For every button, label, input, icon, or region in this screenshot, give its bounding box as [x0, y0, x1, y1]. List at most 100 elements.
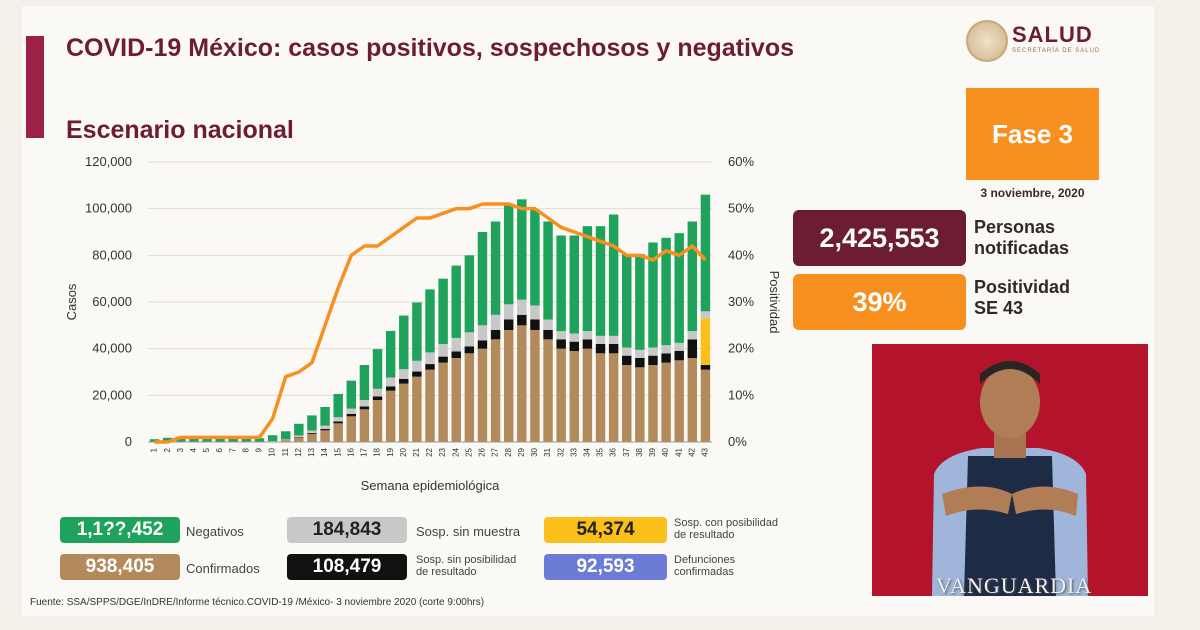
bar-segment [700, 311, 711, 319]
bar-segment [687, 331, 698, 340]
bar-segment [674, 360, 684, 442]
x-tick-label: 11 [281, 447, 290, 456]
x-tick-label: 36 [609, 447, 618, 456]
y-axis-label: Casos [64, 283, 79, 320]
bar-segment [687, 339, 698, 358]
bar-segment [674, 233, 684, 343]
accent-bar [26, 36, 44, 138]
bar-segment [595, 353, 606, 442]
bar-segment [176, 436, 186, 442]
bar-segment [543, 221, 553, 320]
y2-tick-label: 10% [728, 387, 754, 402]
bar-segment [307, 415, 317, 431]
bar-segment [635, 367, 645, 442]
bar-segment [543, 319, 553, 330]
bar-segment [477, 325, 488, 341]
bar-segment [412, 302, 422, 361]
bar-segment [320, 428, 330, 431]
x-tick-label: 13 [307, 447, 316, 456]
bar-segment [687, 221, 698, 332]
x-tick-label: 27 [491, 447, 500, 456]
bar-segment [307, 430, 317, 433]
x-tick-label: 26 [478, 447, 487, 456]
bar-segment [333, 393, 343, 418]
bar-segment [346, 414, 357, 417]
bar-segment [622, 355, 632, 365]
legend-con-posibilidad-label: Sosp. con posibilidad de resultado [674, 517, 778, 541]
bar-segment [595, 226, 606, 336]
kpi-notified-label-2: notificadas [974, 238, 1070, 258]
bar-segment [517, 199, 527, 300]
bar-segment [385, 386, 396, 391]
source-note: Fuente: SSA/SPPS/DGE/InDRE/Informe técni… [30, 597, 485, 608]
legend-con-posibilidad-value: 54,374 [544, 517, 667, 543]
bar-segment [438, 344, 448, 357]
bar-segment [294, 437, 304, 442]
coat-of-arms-icon [966, 20, 1008, 62]
bar-segment [569, 235, 580, 334]
bar-segment [162, 437, 173, 442]
bar-segment [477, 348, 488, 442]
salud-logo: SALUD SECRETARÍA DE SALUD [966, 20, 1106, 66]
y-tick-label: 0 [125, 434, 132, 449]
x-tick-label: 1 [150, 447, 159, 452]
x-tick-label: 25 [464, 447, 473, 456]
bar-segment [503, 204, 514, 305]
bar-segment [687, 358, 698, 442]
bar-segment [622, 254, 632, 348]
bar-segment [385, 377, 396, 387]
bar-segment [215, 437, 225, 442]
legend-con-posibilidad-label-2: de resultado [674, 529, 735, 541]
bar-segment [622, 347, 632, 356]
x-tick-label: 4 [189, 447, 198, 452]
bar-segment [556, 339, 566, 349]
bar-segment [425, 369, 435, 442]
bar-segment [372, 400, 383, 442]
x-tick-label: 29 [517, 447, 526, 456]
bar-segment [359, 409, 370, 442]
y-tick-label: 100,000 [85, 201, 132, 216]
bar-segment [517, 325, 527, 442]
y-tick-label: 120,000 [85, 154, 132, 169]
bar-segment [425, 289, 435, 353]
y2-tick-label: 0% [728, 434, 747, 449]
bar-segment [530, 330, 540, 442]
x-tick-label: 9 [255, 447, 264, 452]
x-tick-label: 24 [451, 447, 460, 456]
x-tick-label: 40 [661, 447, 670, 456]
legend-negativos-label: Negativos [186, 524, 244, 539]
bar-segment [346, 408, 357, 414]
x-tick-label: 30 [530, 447, 539, 456]
bar-segment [477, 232, 488, 326]
bar-segment [438, 278, 448, 344]
bar-segment [700, 369, 711, 442]
x-tick-label: 7 [228, 447, 237, 452]
bar-segment [622, 365, 632, 442]
legend-defunciones-label-2: confirmadas [674, 566, 734, 578]
x-tick-label: 33 [569, 447, 578, 456]
x-tick-label: 18 [373, 447, 382, 456]
bar-segment [464, 346, 475, 354]
bar-segment [661, 353, 671, 363]
sign-language-interpreter-figure [932, 361, 1088, 596]
bar-segment [464, 332, 475, 347]
bar-segment [635, 358, 645, 368]
bar-segment [635, 254, 645, 350]
bar-segment [648, 347, 658, 356]
x-tick-label: 17 [360, 447, 369, 456]
y2-axis-label: Positividad [767, 271, 780, 334]
y2-tick-label: 50% [728, 201, 754, 216]
bar-segment [228, 438, 238, 442]
legend-sin-muestra-value: 184,843 [287, 517, 407, 543]
cases-chart: 0 20,000 40,000 60,000 80,000 100,000 120,000 0… [64, 154, 780, 493]
bar-segment [451, 351, 461, 358]
bar-segment [359, 406, 370, 410]
legend-defunciones-label: Defunciones confirmadas [674, 554, 735, 578]
legend-sin-muestra-label: Sosp. sin muestra [416, 524, 521, 539]
bar-segment [517, 314, 527, 326]
bar-segment [556, 235, 566, 332]
bar-segment [254, 438, 265, 442]
x-tick-label: 2 [163, 447, 172, 452]
x-tick-label: 3 [176, 447, 185, 452]
bar-segment [359, 365, 370, 400]
